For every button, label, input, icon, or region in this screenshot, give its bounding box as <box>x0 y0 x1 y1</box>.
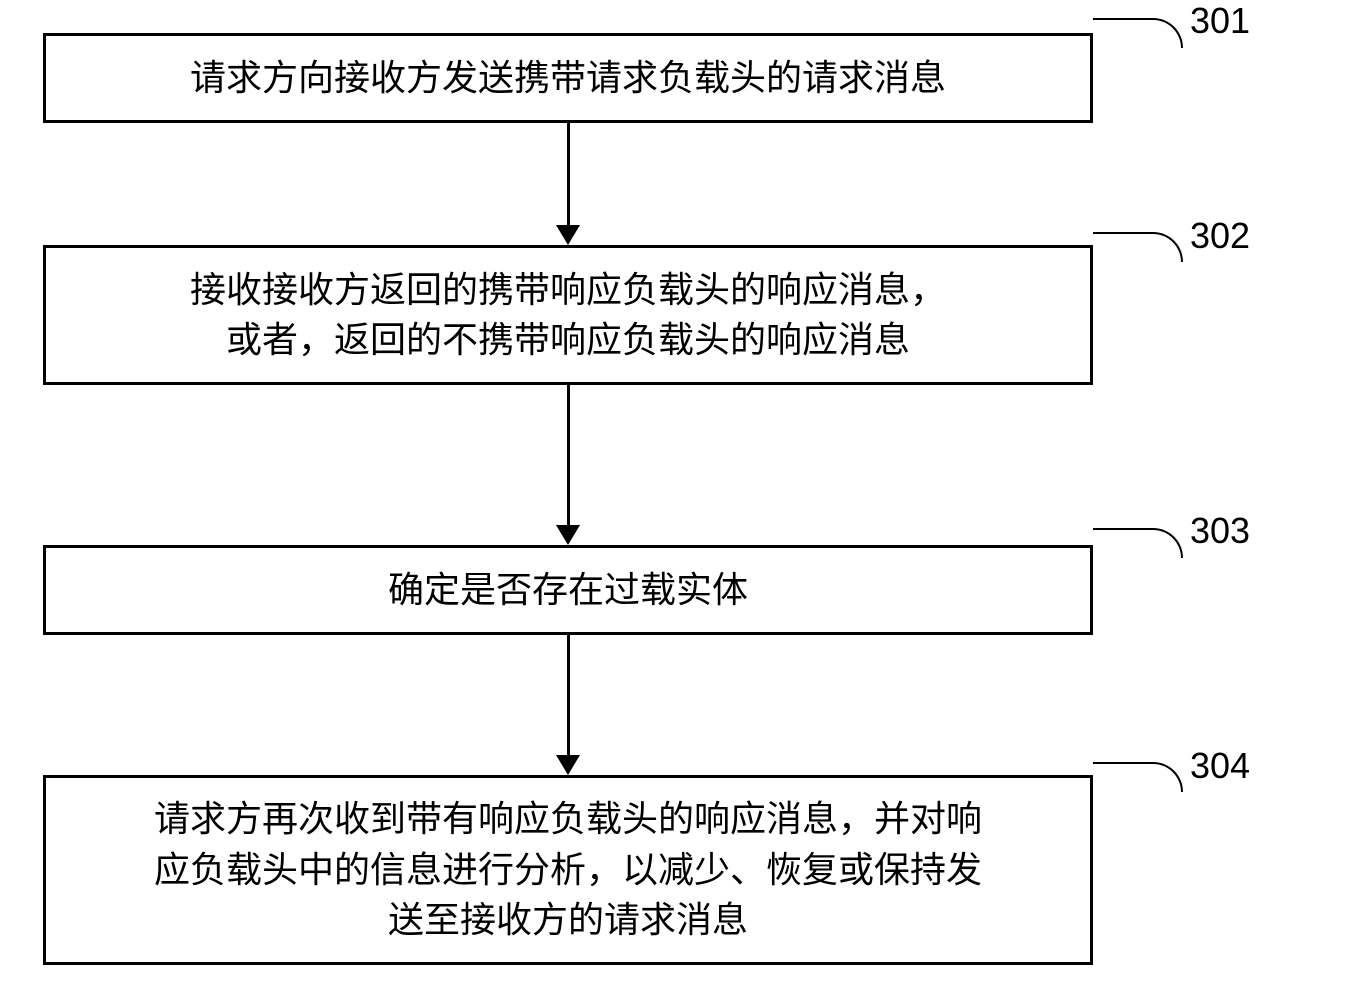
label-304: 304 <box>1190 745 1250 787</box>
box-1-text: 请求方向接收方发送携带请求负载头的请求消息 <box>190 53 946 103</box>
box-2-text: 接收接收方返回的携带响应负载头的响应消息， 或者，返回的不携带响应负载头的响应消… <box>190 265 946 366</box>
flowchart-container: 请求方向接收方发送携带请求负载头的请求消息 301 接收接收方返回的携带响应负载… <box>0 0 1350 1003</box>
box-4-text: 请求方再次收到带有响应负载头的响应消息，并对响 应负载头中的信息进行分析，以减少… <box>154 794 982 945</box>
label-301: 301 <box>1190 0 1250 42</box>
flowchart-box-4: 请求方再次收到带有响应负载头的响应消息，并对响 应负载头中的信息进行分析，以减少… <box>43 775 1093 965</box>
flowchart-box-2: 接收接收方返回的携带响应负载头的响应消息， 或者，返回的不携带响应负载头的响应消… <box>43 245 1093 385</box>
flowchart-box-1: 请求方向接收方发送携带请求负载头的请求消息 <box>43 33 1093 123</box>
connector-3-4 <box>556 635 580 775</box>
label-303: 303 <box>1190 510 1250 552</box>
label-connector-1 <box>1093 18 1183 48</box>
connector-2-3 <box>556 385 580 545</box>
box-3-text: 确定是否存在过载实体 <box>388 565 748 615</box>
label-302: 302 <box>1190 215 1250 257</box>
label-connector-2 <box>1093 232 1183 262</box>
connector-1-2 <box>556 123 580 245</box>
label-connector-4 <box>1093 762 1183 792</box>
flowchart-box-3: 确定是否存在过载实体 <box>43 545 1093 635</box>
label-connector-3 <box>1093 528 1183 558</box>
